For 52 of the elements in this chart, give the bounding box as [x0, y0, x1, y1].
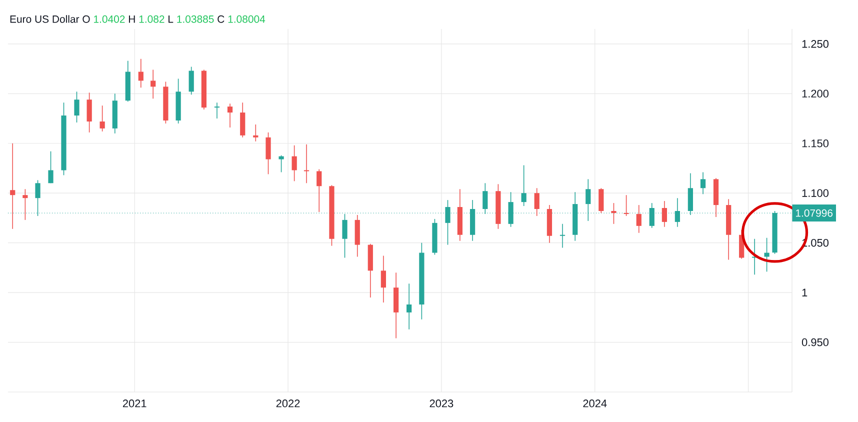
chart-title: Euro US Dollar	[10, 15, 80, 23]
candlestick	[214, 102, 220, 119]
candlestick	[560, 224, 566, 248]
candlestick	[764, 237, 770, 272]
candlestick	[138, 58, 144, 88]
x-tick-label: 2023	[430, 400, 454, 408]
text: H	[128, 16, 135, 23]
candlestick	[74, 91, 80, 123]
candlestick	[86, 92, 92, 133]
candlestick	[22, 188, 28, 220]
text: 1.03885	[177, 15, 214, 23]
candlestick	[304, 144, 310, 184]
candlestick	[100, 105, 105, 132]
candlestick	[380, 255, 386, 303]
candlestick	[48, 150, 54, 184]
y-tick-label: 1.100	[802, 189, 829, 197]
text: 1.082	[139, 15, 164, 23]
candlestick	[611, 202, 616, 224]
x-tick-label: 2022	[276, 400, 300, 408]
candlestick	[278, 154, 284, 173]
candlestick	[292, 144, 297, 182]
y-tick-label: 1.250	[802, 40, 829, 48]
candlestick	[240, 102, 246, 138]
candlestick	[636, 204, 642, 234]
candlestick	[534, 188, 540, 216]
text: L	[168, 16, 174, 23]
candlestick	[662, 200, 668, 228]
candlestick	[624, 194, 629, 216]
candlestick	[508, 192, 514, 228]
text: C	[218, 15, 224, 23]
candlestick	[266, 132, 271, 175]
y-tick-label: 1.150	[802, 140, 829, 148]
candlestick	[253, 124, 258, 142]
text: O	[82, 15, 90, 23]
candlestick	[316, 168, 322, 212]
text: 1.0402	[94, 15, 125, 23]
candlestick	[406, 283, 412, 330]
x-tick-label: 2021	[122, 400, 146, 408]
y-tick-label: 1	[802, 288, 808, 296]
x-tick-label: 2024	[583, 400, 607, 408]
candlestick	[10, 142, 16, 230]
ref-line-label: 1.07996	[796, 209, 833, 217]
candlestick	[598, 188, 604, 214]
text: 1.08004	[228, 15, 266, 23]
candlestick	[188, 66, 194, 96]
y-tick-label: 1.200	[802, 90, 829, 98]
candlestick	[521, 164, 526, 206]
candlestick	[227, 103, 233, 128]
candlestick	[700, 172, 706, 194]
candlestick	[150, 69, 156, 100]
y-tick-label: 0.950	[802, 338, 829, 346]
candlestick	[35, 180, 40, 216]
